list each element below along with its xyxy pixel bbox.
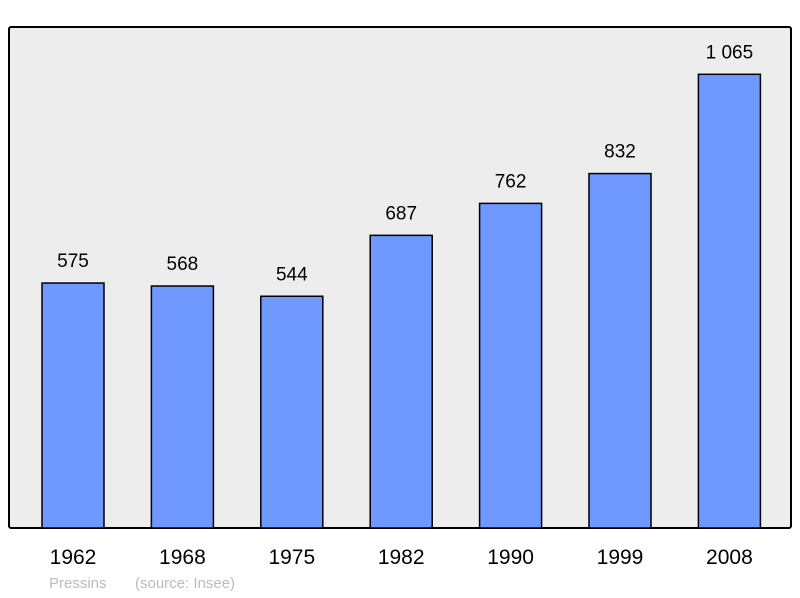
value-label-1975: 544 xyxy=(276,264,308,285)
x-tick-label-1999: 1999 xyxy=(597,546,644,569)
bar-1962 xyxy=(41,282,105,529)
value-label-1982: 687 xyxy=(385,203,417,224)
x-tick-label-2008: 2008 xyxy=(706,546,753,569)
value-label-1990: 762 xyxy=(495,171,527,192)
value-label-1962: 575 xyxy=(57,251,89,272)
x-tick-label-1968: 1968 xyxy=(159,546,206,569)
bar-1975 xyxy=(260,295,324,529)
bar-1982 xyxy=(369,234,433,529)
value-label-2008: 1 065 xyxy=(706,42,754,63)
bar-2008 xyxy=(697,73,762,529)
bar-1999 xyxy=(588,172,652,529)
bar-1990 xyxy=(478,202,543,529)
value-label-1999: 832 xyxy=(604,142,636,163)
x-tick-label-1982: 1982 xyxy=(378,546,425,569)
value-label-1968: 568 xyxy=(167,254,199,275)
place-caption: Pressins xyxy=(49,575,107,592)
x-tick-label-1990: 1990 xyxy=(487,546,534,569)
bar-1968 xyxy=(150,285,215,529)
x-tick-label-1975: 1975 xyxy=(268,546,315,569)
x-tick-label-1962: 1962 xyxy=(50,546,97,569)
source-caption: (source: Insee) xyxy=(135,575,236,592)
